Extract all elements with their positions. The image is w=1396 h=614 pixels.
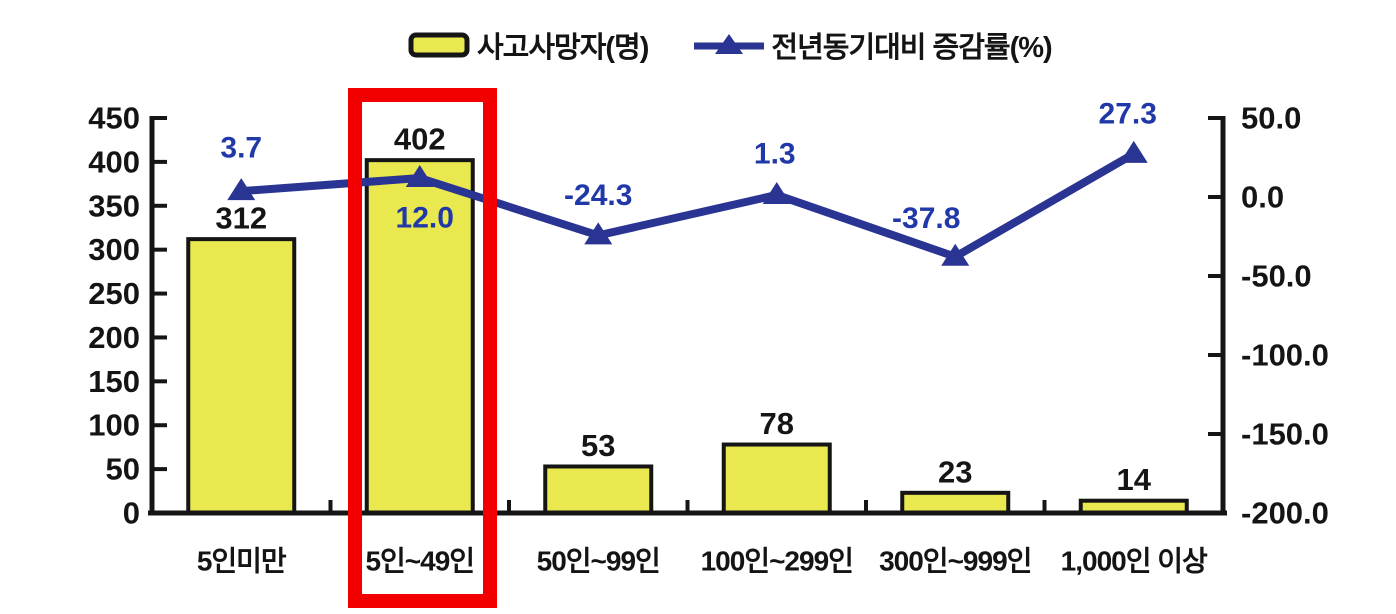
left-axis-tick-label-1: 50 <box>106 452 140 487</box>
line-value-label-1: 12.0 <box>396 202 454 235</box>
legend-item-line-series: 전년동기대비 증감률(%) <box>692 24 1053 66</box>
line-marker-1 <box>405 165 434 188</box>
right-axis-tick-label-1: 0.0 <box>1241 180 1284 215</box>
right-axis-tick-label-4: -150.0 <box>1241 417 1329 452</box>
left-axis-tick-label-6: 300 <box>88 232 140 267</box>
bar-0 <box>186 237 297 515</box>
line-marker-5 <box>1119 140 1148 163</box>
left-axis-tick-label-7: 350 <box>88 188 140 223</box>
line-value-label-4: -37.8 <box>892 202 960 235</box>
bar-1 <box>364 158 475 515</box>
line-value-label-5: 27.3 <box>1099 97 1157 130</box>
bar-value-label-1: 402 <box>394 122 446 157</box>
legend-label-line-series: 전년동기대비 증감률(%) <box>771 32 1052 64</box>
line-marker-2 <box>584 222 613 245</box>
bar-value-label-2: 53 <box>581 428 615 463</box>
legend-item-bar-series: 사고사망자(명) <box>406 24 649 66</box>
right-axis-tick-label-2: -50.0 <box>1241 259 1312 294</box>
x-axis-label-5: 1,000인 이상 <box>1061 546 1208 577</box>
left-axis-tick-label-0: 0 <box>123 496 140 531</box>
line-marker-4 <box>941 243 970 266</box>
left-axis-tick-label-3: 150 <box>88 364 140 399</box>
bar-value-label-0: 312 <box>215 201 267 236</box>
line-value-label-2: -24.3 <box>564 179 632 212</box>
left-axis-tick-label-2: 100 <box>88 408 140 443</box>
x-axis-label-2: 50인~99인 <box>537 546 660 577</box>
bar-3 <box>721 442 832 515</box>
left-axis-tick-label-5: 250 <box>88 276 140 311</box>
bar-value-label-4: 23 <box>938 454 972 489</box>
bar-value-label-3: 78 <box>760 406 794 441</box>
x-axis-label-4: 300인~999인 <box>879 546 1031 577</box>
line-value-label-0: 3.7 <box>220 132 262 165</box>
x-axis-label-0: 5인미만 <box>197 546 287 577</box>
highlight-box <box>348 88 497 608</box>
left-axis-tick-label-9: 450 <box>88 101 140 136</box>
line-marker-3 <box>762 181 791 204</box>
right-axis-tick-label-3: -100.0 <box>1241 338 1329 373</box>
legend-label-bar-series: 사고사망자(명) <box>477 32 649 64</box>
bar-series-swatch-icon <box>408 32 470 58</box>
chart-legend: 사고사망자(명) 전년동기대비 증감률(%) <box>406 24 1053 66</box>
left-axis-tick-label-4: 200 <box>88 320 140 355</box>
line-series-swatch-icon <box>694 34 765 54</box>
line-value-label-3: 1.3 <box>754 137 796 170</box>
bar-value-label-5: 14 <box>1117 462 1152 497</box>
bar-2 <box>543 464 654 516</box>
right-axis-tick-label-5: -200.0 <box>1241 496 1329 531</box>
bar-4 <box>900 490 1011 515</box>
left-axis-tick-label-8: 400 <box>88 144 140 179</box>
x-axis-label-3: 100인~299인 <box>701 546 853 577</box>
x-axis-label-1: 5인~49인 <box>365 546 474 577</box>
line-marker-0 <box>227 178 256 201</box>
trend-line <box>240 150 1136 262</box>
right-axis-tick-label-0: 50.0 <box>1241 101 1301 136</box>
